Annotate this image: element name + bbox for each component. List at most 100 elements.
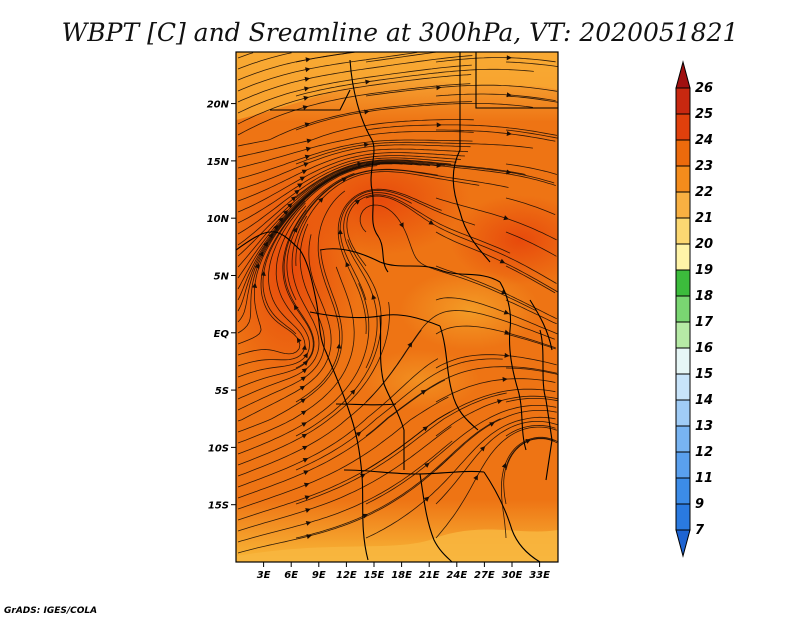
boundary-drc-west <box>379 315 405 470</box>
streamline <box>365 416 556 539</box>
streamline-arrow <box>252 282 258 288</box>
streamline-arrow <box>504 329 510 335</box>
streamline <box>237 157 457 235</box>
streamline-arrow <box>506 55 512 61</box>
streamline-arrow <box>303 482 310 488</box>
streamline-arrow <box>304 154 311 160</box>
map-frame <box>235 51 559 563</box>
streamline <box>237 283 370 455</box>
streamline <box>282 173 355 369</box>
streamline <box>436 129 556 142</box>
streamline <box>237 223 325 411</box>
streamline-arrow <box>300 410 307 416</box>
colorbar-label: 13 <box>695 419 713 434</box>
y-tick-label: 10N <box>207 214 230 225</box>
streamline-arrow <box>302 105 309 110</box>
streamline <box>262 165 378 335</box>
streamline <box>435 378 556 403</box>
field-south-20c <box>236 529 558 562</box>
colorbar-label: 22 <box>695 185 713 200</box>
streamline <box>435 325 556 349</box>
streamline <box>435 395 558 437</box>
streamline <box>505 299 557 325</box>
streamline <box>237 166 362 345</box>
streamline <box>237 358 439 488</box>
streamline <box>237 52 418 92</box>
y-tick-label: 5S <box>215 386 229 397</box>
colorbar-segment <box>675 269 691 297</box>
streamline-arrow <box>302 360 309 366</box>
streamline-arrow <box>362 513 368 519</box>
streamline-arrow <box>337 229 343 235</box>
streamline <box>365 195 557 284</box>
streamline <box>237 144 471 191</box>
streamline <box>237 162 431 279</box>
streamline <box>237 215 320 400</box>
streamline <box>295 190 346 403</box>
streamline <box>435 231 558 293</box>
streamline <box>435 163 555 184</box>
colorbar-segment <box>675 451 691 479</box>
boundary-angola-south <box>343 469 485 475</box>
x-tick-label: 9E <box>312 570 326 581</box>
streamline-arrow <box>428 220 435 225</box>
streamline-arrow <box>302 458 309 463</box>
streamline <box>359 204 536 311</box>
streamline-arrow <box>336 343 342 349</box>
streamline <box>237 83 471 136</box>
field-warm-central <box>360 350 480 410</box>
streamline-arrow <box>305 521 312 526</box>
x-tick-label: 24E <box>446 570 467 581</box>
streamline <box>505 398 558 403</box>
streamline-arrow <box>480 446 486 452</box>
colorbar: 7 9 11 12 13 14 15 16 17 18 19 20 21 22 23 24 25 26 <box>675 60 714 558</box>
colorbar-segment <box>675 113 691 141</box>
colorbar-segment <box>675 243 691 271</box>
colorbar-segment <box>675 347 691 375</box>
x-tick-label: 33E <box>529 570 550 581</box>
streamline <box>237 426 452 532</box>
streamline <box>365 124 558 136</box>
streamline <box>435 421 558 505</box>
streamline <box>237 139 473 180</box>
streamline-arrow <box>436 122 442 128</box>
streamline-arrow <box>422 426 429 432</box>
streamline <box>237 64 472 114</box>
streamline <box>365 84 558 97</box>
colorbar-label: 16 <box>695 341 713 356</box>
colorbar-segment <box>675 477 691 505</box>
streamline-arrow <box>260 270 266 276</box>
streamline-arrow <box>345 261 351 268</box>
streamline-arrow <box>293 304 299 311</box>
x-tick-label: 21E <box>419 570 440 581</box>
streamline <box>343 192 412 369</box>
streamline-arrow <box>296 337 302 344</box>
streamline <box>505 231 557 257</box>
streamline <box>237 396 449 510</box>
streamline <box>337 188 442 335</box>
field-warm-east <box>400 270 540 350</box>
streamline-arrow <box>301 422 307 427</box>
streamline-arrow <box>503 215 509 221</box>
streamline-arrow <box>399 222 404 228</box>
field-north-20c <box>236 52 558 120</box>
streamline-arrow <box>364 109 370 115</box>
streamline <box>286 168 438 301</box>
streamline <box>237 148 469 202</box>
streamline-arrow <box>299 385 306 391</box>
colorbar-label: 23 <box>695 159 713 174</box>
x-tick-label: 18E <box>391 570 412 581</box>
streamline-arrow <box>318 197 324 203</box>
streamline <box>505 129 558 139</box>
field-hot-east <box>450 195 558 285</box>
streamline-arrow <box>365 79 371 85</box>
streamline-arrow <box>305 146 312 152</box>
streamline <box>237 205 310 378</box>
streamline-arrow <box>357 161 363 167</box>
streamline <box>237 101 473 147</box>
streamline <box>503 437 555 505</box>
colorbar-label: 11 <box>695 471 713 486</box>
y-tick-label: 5N <box>214 271 230 282</box>
streamline <box>237 152 465 213</box>
streamline <box>435 57 556 63</box>
